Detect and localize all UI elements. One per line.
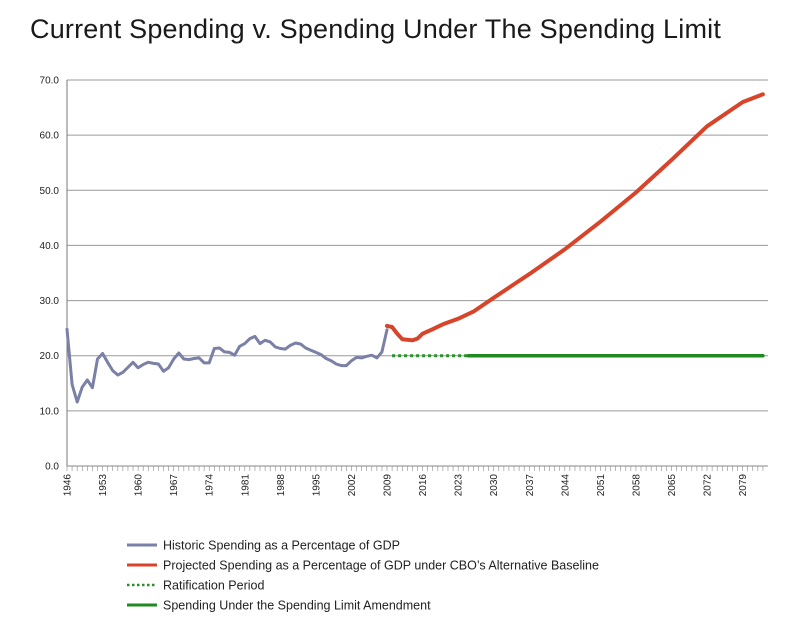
y-tick-label: 70.0 [40,76,60,87]
x-tick-label: 2065 [667,474,678,497]
x-tick-label: 2079 [738,474,749,497]
y-tick-label: 60.0 [40,131,60,142]
series-line-historic [65,327,389,404]
x-tick-label: 1988 [276,474,287,497]
x-tick-label: 2072 [703,474,714,497]
x-tick-label: 2002 [347,474,358,497]
x-tick-label: 1946 [63,474,74,497]
x-tick-label: 1967 [169,474,180,497]
y-tick-label: 0.0 [45,462,59,473]
legend-label-projected: Projected Spending as a Percentage of GD… [163,559,599,573]
x-tick-label: 1974 [205,474,216,497]
x-tick-label: 2058 [631,474,642,497]
x-tick-label: 2030 [489,474,500,497]
x-tick-label: 2023 [454,474,465,497]
y-tick-label: 30.0 [40,296,60,307]
chart-title: Current Spending v. Spending Under The S… [30,14,722,44]
y-tick-label: 10.0 [40,406,60,417]
legend-label-historic: Historic Spending as a Percentage of GDP [163,539,400,553]
x-tick-label: 2044 [560,474,571,497]
x-tick-label: 2037 [525,474,536,497]
series-lines [65,92,765,404]
legend-label-ratification: Ratification Period [163,579,264,593]
y-tick-label: 20.0 [40,351,60,362]
x-tick-label: 1953 [98,474,109,497]
x-tick-label: 1981 [240,474,251,497]
x-tick-label: 2009 [383,474,394,497]
x-tick-label: 2051 [596,474,607,497]
x-tick-label: 2016 [418,474,429,497]
gridlines [67,79,768,467]
y-tick-label: 50.0 [40,186,60,197]
legend: Historic Spending as a Percentage of GDP… [127,539,599,613]
x-tick-label: 1960 [134,474,145,497]
series-line-projected [385,92,765,343]
axes: 0.0 10.0 20.0 30.0 40.0 50.0 60.0 70.0 1946 1953 1… [40,76,764,497]
y-tick-label: 40.0 [40,241,60,252]
legend-label-limit: Spending Under the Spending Limit Amendm… [163,599,431,613]
x-tick-label: 1995 [311,474,322,497]
